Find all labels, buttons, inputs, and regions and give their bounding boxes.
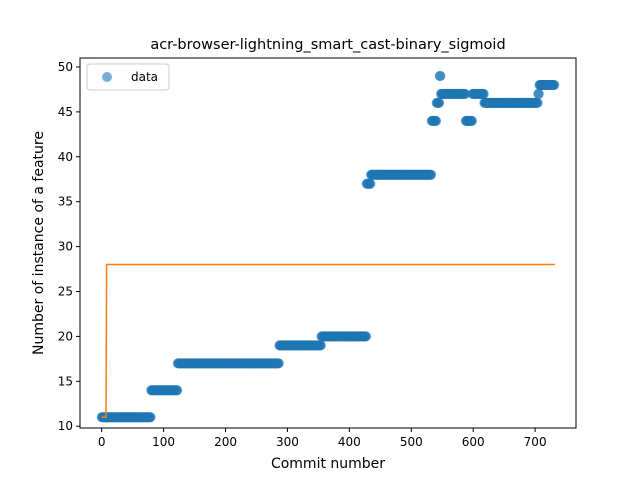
x-tick-label: 400	[338, 435, 361, 449]
y-tick-label: 30	[58, 240, 73, 254]
data-point	[533, 98, 543, 108]
y-tick-label: 40	[58, 150, 73, 164]
x-tick-label: 600	[462, 435, 485, 449]
legend: data	[87, 64, 169, 90]
data-point	[172, 385, 182, 395]
y-tick-label: 15	[58, 374, 73, 388]
data-point	[361, 331, 371, 341]
data-point	[365, 179, 375, 189]
x-tick-label: 0	[98, 435, 106, 449]
x-tick-label: 300	[276, 435, 299, 449]
data-point	[316, 340, 326, 350]
x-tick-label: 700	[524, 435, 547, 449]
y-tick-label: 50	[58, 60, 73, 74]
data-point	[534, 89, 544, 99]
data-point	[467, 116, 477, 126]
data-point	[426, 170, 436, 180]
y-tick-label: 35	[58, 195, 73, 209]
data-point	[431, 116, 441, 126]
chart-title: acr-browser-lightning_smart_cast-binary_…	[150, 37, 505, 53]
x-axis-label: Commit number	[271, 456, 385, 472]
legend-marker-data	[102, 72, 112, 82]
y-tick-label: 20	[58, 329, 73, 343]
data-point	[479, 89, 489, 99]
data-point	[435, 71, 445, 81]
y-tick-label: 25	[58, 284, 73, 298]
data-point	[274, 358, 284, 368]
y-axis-label: Number of instance of a feature	[31, 131, 47, 355]
data-point	[549, 80, 559, 90]
x-tick-label: 100	[152, 435, 175, 449]
x-tick-label: 500	[400, 435, 423, 449]
y-tick-label: 10	[58, 419, 73, 433]
data-point	[146, 412, 156, 422]
y-tick-label: 45	[58, 105, 73, 119]
x-tick-label: 200	[214, 435, 237, 449]
legend-label-data: data	[131, 70, 158, 84]
data-point	[434, 98, 444, 108]
